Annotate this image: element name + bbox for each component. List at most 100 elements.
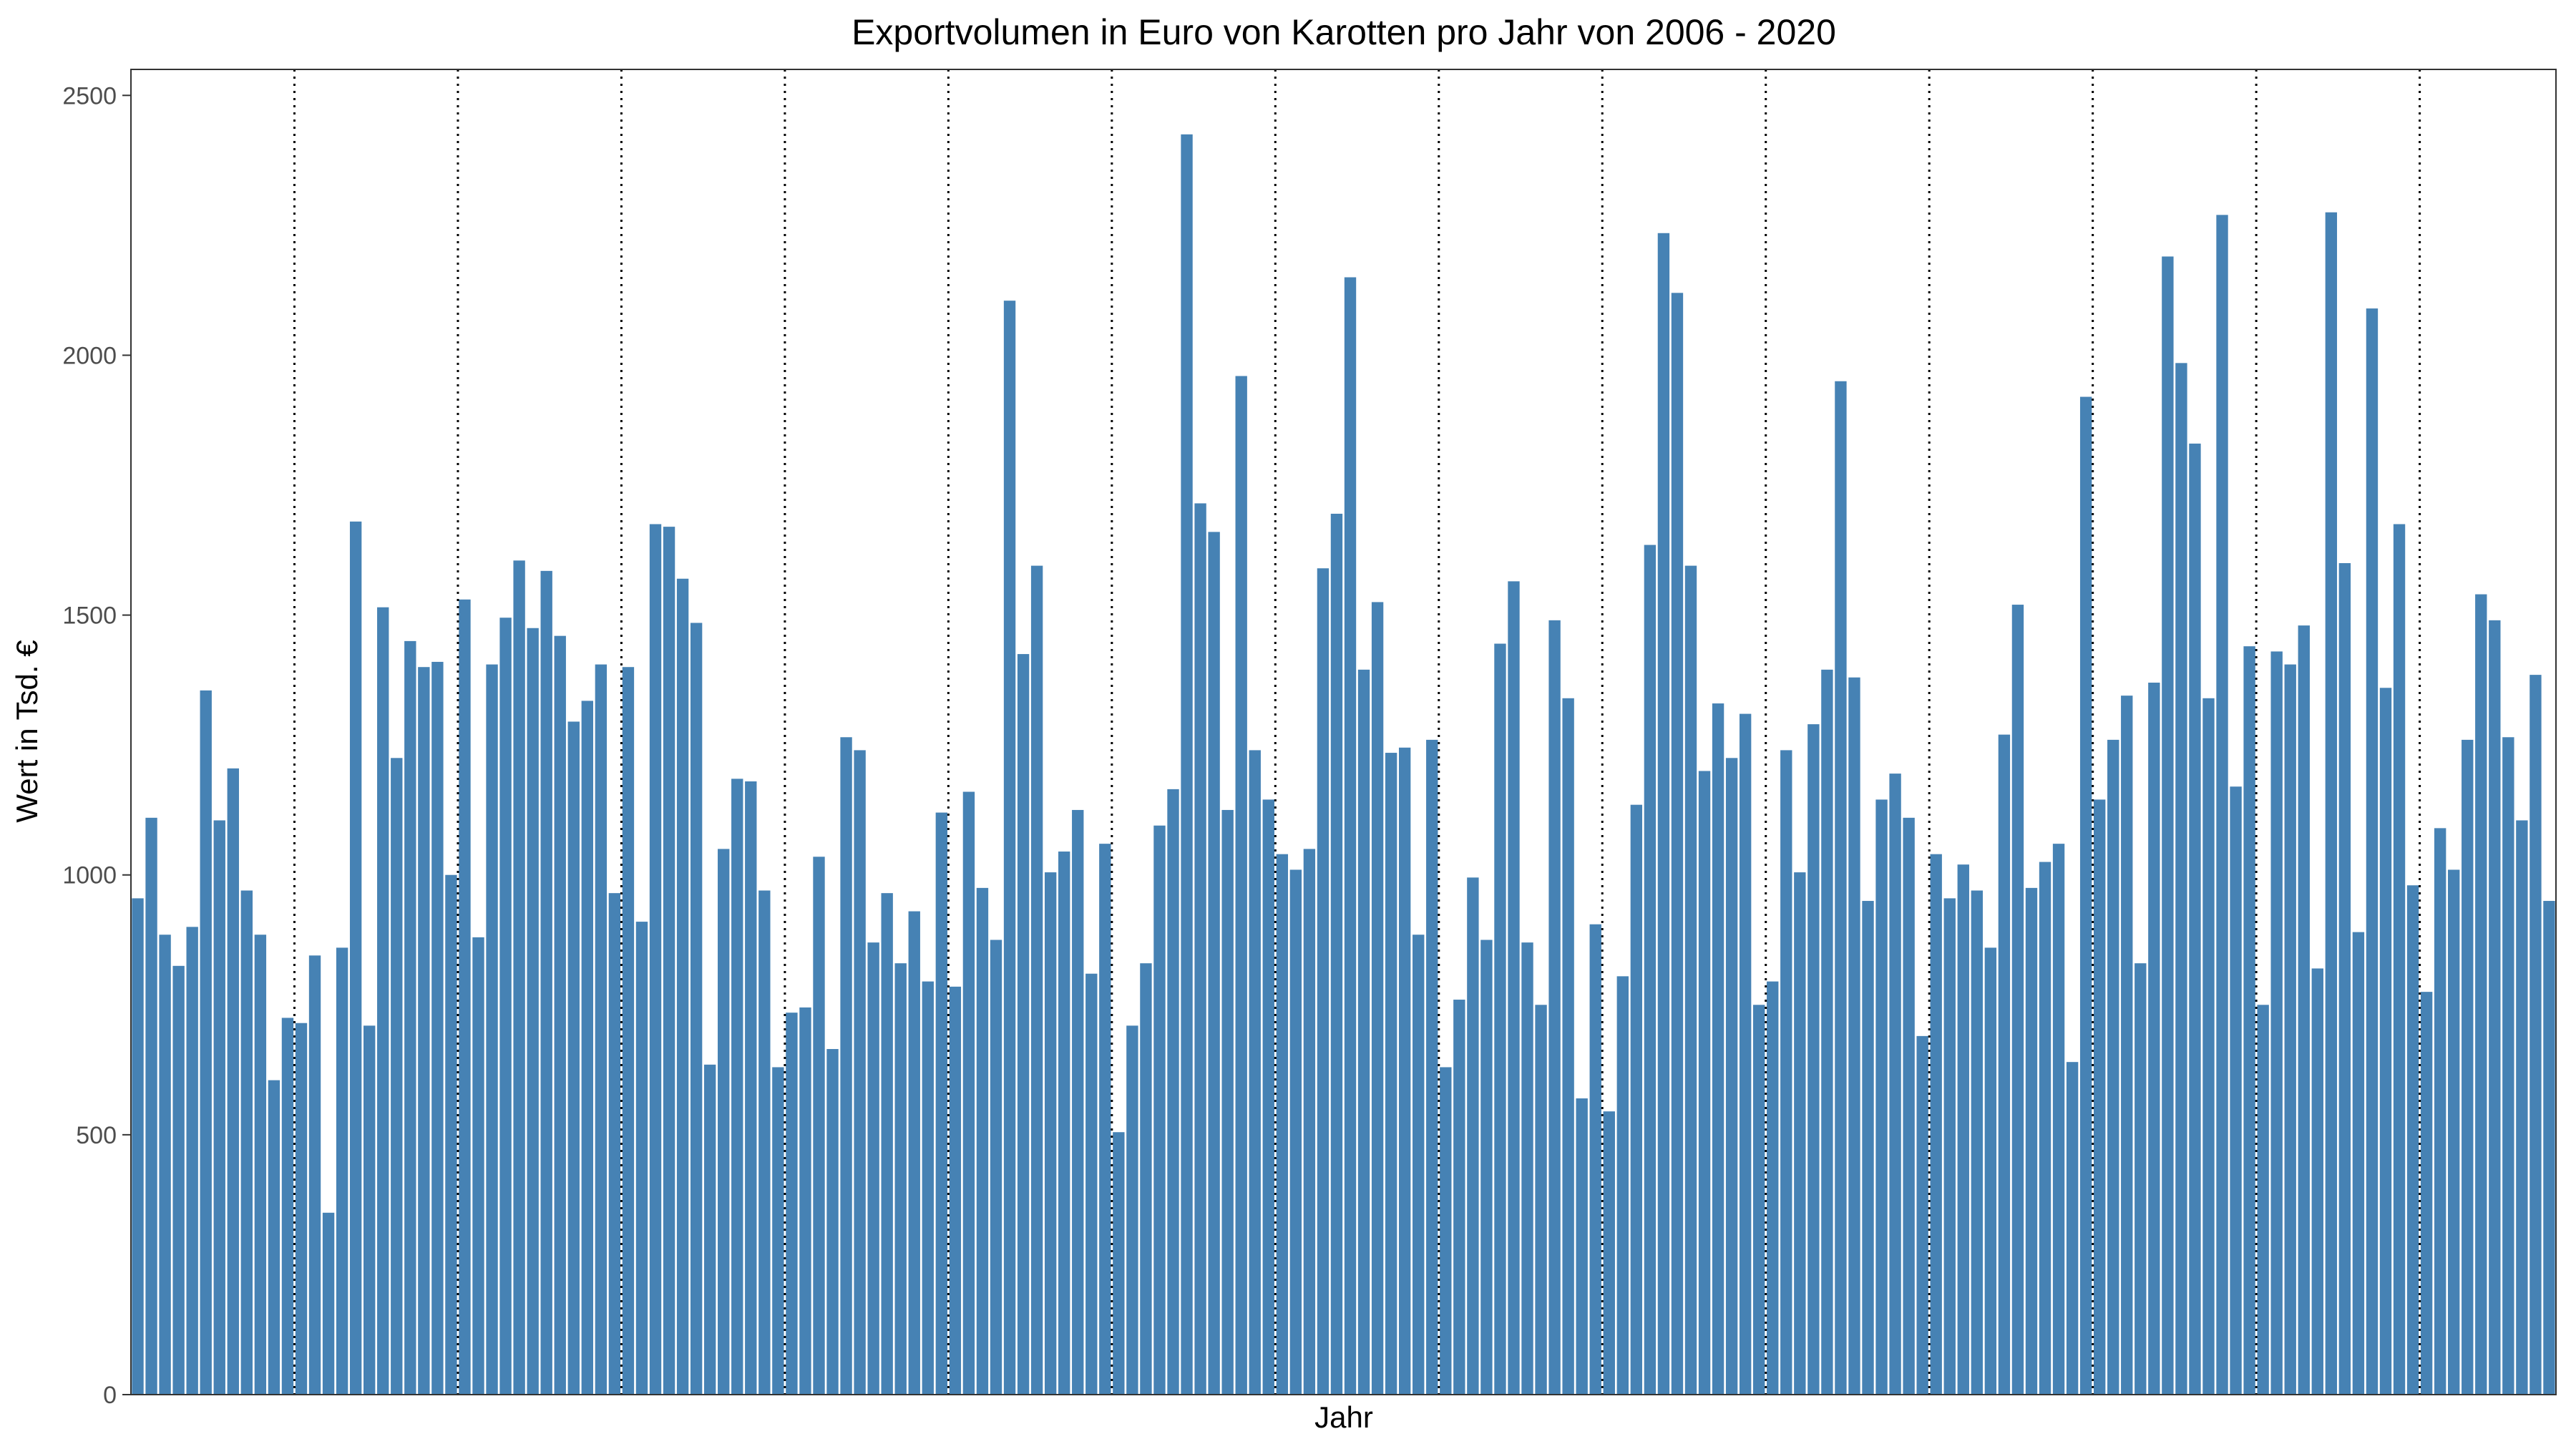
y-axis-label: Wert in Tsd. € bbox=[10, 640, 44, 822]
bar-106 bbox=[1562, 698, 1574, 1395]
bar-4 bbox=[172, 965, 185, 1395]
bar-149 bbox=[2148, 683, 2160, 1395]
bar-18 bbox=[364, 1025, 376, 1395]
bar-9 bbox=[240, 890, 253, 1395]
bar-50 bbox=[799, 1007, 811, 1395]
bar-121 bbox=[1767, 981, 1779, 1395]
bar-29 bbox=[513, 560, 525, 1395]
bar-58 bbox=[908, 911, 920, 1395]
bar-23 bbox=[431, 661, 444, 1395]
bar-148 bbox=[2135, 963, 2147, 1395]
bar-159 bbox=[2284, 664, 2296, 1395]
bar-13 bbox=[295, 1023, 308, 1395]
bar-101 bbox=[1494, 643, 1506, 1395]
bar-54 bbox=[854, 750, 866, 1395]
bar-21 bbox=[404, 640, 416, 1395]
bar-138 bbox=[1998, 734, 2011, 1395]
bar-99 bbox=[1467, 877, 1479, 1395]
x-axis-label: Jahr bbox=[1314, 1400, 1373, 1434]
bar-79 bbox=[1194, 503, 1206, 1395]
bar-67 bbox=[1030, 565, 1043, 1395]
bar-60 bbox=[935, 812, 948, 1395]
bar-131 bbox=[1903, 817, 1915, 1395]
bar-146 bbox=[2107, 739, 2119, 1395]
bar-40 bbox=[663, 527, 675, 1395]
bar-61 bbox=[949, 986, 962, 1395]
bars bbox=[132, 134, 2555, 1395]
y-tick-label: 500 bbox=[76, 1122, 117, 1149]
bar-11 bbox=[268, 1080, 280, 1395]
bar-125 bbox=[1821, 669, 1833, 1395]
bar-71 bbox=[1085, 973, 1098, 1395]
bar-87 bbox=[1303, 849, 1316, 1395]
bar-166 bbox=[2379, 688, 2392, 1395]
y-tick-label: 0 bbox=[103, 1382, 117, 1409]
y-tick-label: 2000 bbox=[62, 342, 117, 369]
bar-124 bbox=[1807, 724, 1820, 1395]
bar-96 bbox=[1426, 739, 1438, 1395]
bar-85 bbox=[1276, 854, 1289, 1395]
bar-1 bbox=[132, 898, 144, 1395]
bar-117 bbox=[1712, 703, 1724, 1395]
bar-31 bbox=[540, 570, 552, 1395]
bar-12 bbox=[281, 1018, 294, 1395]
bar-118 bbox=[1725, 758, 1738, 1395]
bar-130 bbox=[1889, 774, 1901, 1395]
bar-111 bbox=[1630, 804, 1643, 1395]
bar-109 bbox=[1603, 1111, 1615, 1395]
bar-5 bbox=[186, 927, 198, 1395]
bar-168 bbox=[2406, 885, 2419, 1395]
bar-155 bbox=[2230, 786, 2242, 1395]
bar-94 bbox=[1398, 747, 1411, 1395]
bar-153 bbox=[2202, 698, 2215, 1395]
bar-122 bbox=[1780, 750, 1792, 1395]
bar-8 bbox=[227, 768, 239, 1395]
bar-172 bbox=[2462, 739, 2474, 1395]
y-tick-label: 1000 bbox=[62, 862, 117, 889]
bar-39 bbox=[649, 524, 662, 1395]
bar-66 bbox=[1017, 654, 1030, 1395]
bar-80 bbox=[1208, 532, 1220, 1395]
bar-158 bbox=[2270, 651, 2283, 1395]
bar-76 bbox=[1153, 825, 1166, 1395]
bar-147 bbox=[2121, 696, 2133, 1395]
bar-90 bbox=[1344, 277, 1357, 1395]
bar-93 bbox=[1385, 753, 1397, 1395]
bar-137 bbox=[1984, 947, 1997, 1395]
bar-36 bbox=[608, 893, 621, 1395]
bar-127 bbox=[1848, 677, 1860, 1395]
bar-108 bbox=[1589, 924, 1601, 1395]
bar-56 bbox=[881, 893, 893, 1395]
bar-27 bbox=[486, 664, 498, 1395]
bar-70 bbox=[1072, 809, 1084, 1395]
bar-51 bbox=[813, 857, 825, 1395]
bar-47 bbox=[758, 890, 771, 1395]
bar-141 bbox=[2039, 862, 2051, 1395]
bar-38 bbox=[635, 922, 648, 1395]
bar-64 bbox=[990, 940, 1002, 1395]
bar-160 bbox=[2298, 625, 2310, 1395]
bar-154 bbox=[2216, 215, 2228, 1395]
bar-139 bbox=[2011, 605, 2024, 1395]
bar-123 bbox=[1794, 872, 1806, 1395]
bar-82 bbox=[1235, 376, 1247, 1395]
bar-157 bbox=[2257, 1005, 2269, 1395]
bar-2 bbox=[145, 817, 157, 1395]
bar-175 bbox=[2502, 737, 2514, 1395]
bar-43 bbox=[703, 1064, 716, 1395]
bar-78 bbox=[1181, 134, 1193, 1395]
bar-34 bbox=[581, 701, 593, 1395]
bar-114 bbox=[1671, 293, 1684, 1395]
bar-169 bbox=[2420, 992, 2433, 1395]
bar-84 bbox=[1262, 799, 1274, 1395]
bar-156 bbox=[2243, 646, 2255, 1395]
bar-88 bbox=[1317, 568, 1330, 1395]
bar-89 bbox=[1330, 513, 1343, 1395]
bar-142 bbox=[2052, 844, 2065, 1395]
bar-128 bbox=[1862, 901, 1874, 1395]
bar-150 bbox=[2162, 256, 2174, 1395]
bar-103 bbox=[1521, 942, 1533, 1395]
bar-105 bbox=[1548, 620, 1561, 1395]
bar-164 bbox=[2352, 932, 2365, 1395]
